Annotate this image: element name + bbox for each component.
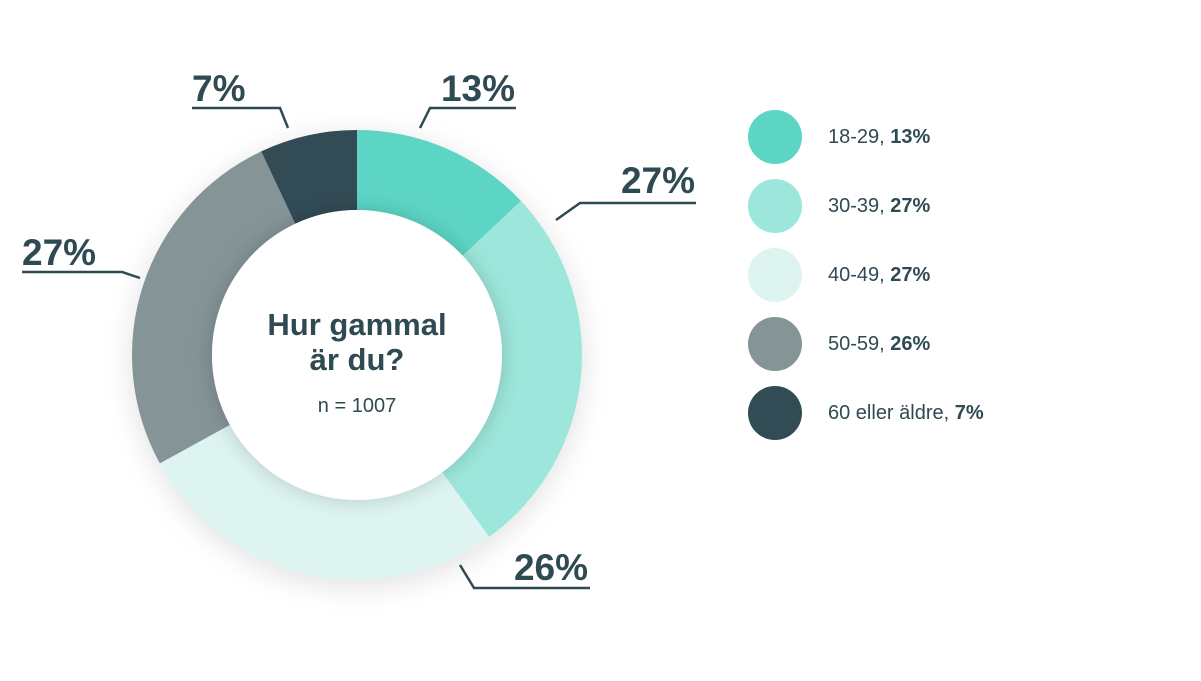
legend-value: 26% (890, 332, 931, 355)
legend-swatch (748, 179, 802, 233)
legend-swatch (748, 248, 802, 302)
leader-line (555, 201, 696, 222)
center-text: Hur gammal är du? n = 1007 (267, 307, 446, 417)
donut-slice-30-39 (442, 200, 582, 538)
legend-swatch (748, 386, 802, 440)
value-label: 13% (441, 68, 515, 109)
legend-value: 27% (890, 194, 931, 217)
leader-line (192, 106, 290, 129)
donut-slice-40-49 (159, 424, 490, 580)
legend-item: 18-29, 13% (748, 110, 984, 164)
leader-line (458, 564, 590, 590)
legend: 18-29, 13% 30-39, 27% 40-49, 27% 50-59, … (748, 110, 984, 455)
value-labels: 13% 27% 27% 26% 7% (22, 68, 695, 588)
donut-slice-18-29 (357, 130, 522, 256)
chart-title-line-1: Hur gammal (267, 307, 446, 342)
legend-label: 40-49, 27% (828, 263, 931, 286)
legend-label: 60 eller äldre, 7% (828, 401, 984, 424)
legend-value: 7% (954, 401, 984, 424)
legend-item: 50-59, 26% (748, 317, 984, 371)
legend-label: 18-29, 13% (828, 125, 931, 148)
value-label: 27% (22, 232, 96, 273)
leader-lines (22, 106, 696, 590)
leader-line (22, 270, 141, 280)
legend-label: 30-39, 27% (828, 194, 931, 217)
legend-swatch (748, 110, 802, 164)
donut-slice-50-59 (131, 151, 296, 464)
legend-value: 27% (890, 263, 931, 286)
legend-label: 50-59, 26% (828, 332, 931, 355)
leader-line (418, 106, 516, 129)
chart-subtitle: n = 1007 (318, 395, 396, 417)
legend-item: 40-49, 27% (748, 248, 984, 302)
donut-hole (212, 210, 502, 500)
legend-swatch (748, 317, 802, 371)
donut-slice-60-eller-äldre (261, 130, 357, 224)
chart-title-line-2: är du? (310, 342, 405, 377)
slices-layer (131, 130, 582, 580)
donut-hole-circle (212, 210, 502, 500)
legend-item: 30-39, 27% (748, 179, 984, 233)
legend-item: 60 eller äldre, 7% (748, 386, 984, 440)
legend-value: 13% (890, 125, 931, 148)
value-label: 26% (514, 547, 588, 588)
value-label: 27% (621, 160, 695, 201)
value-label: 7% (192, 68, 245, 109)
